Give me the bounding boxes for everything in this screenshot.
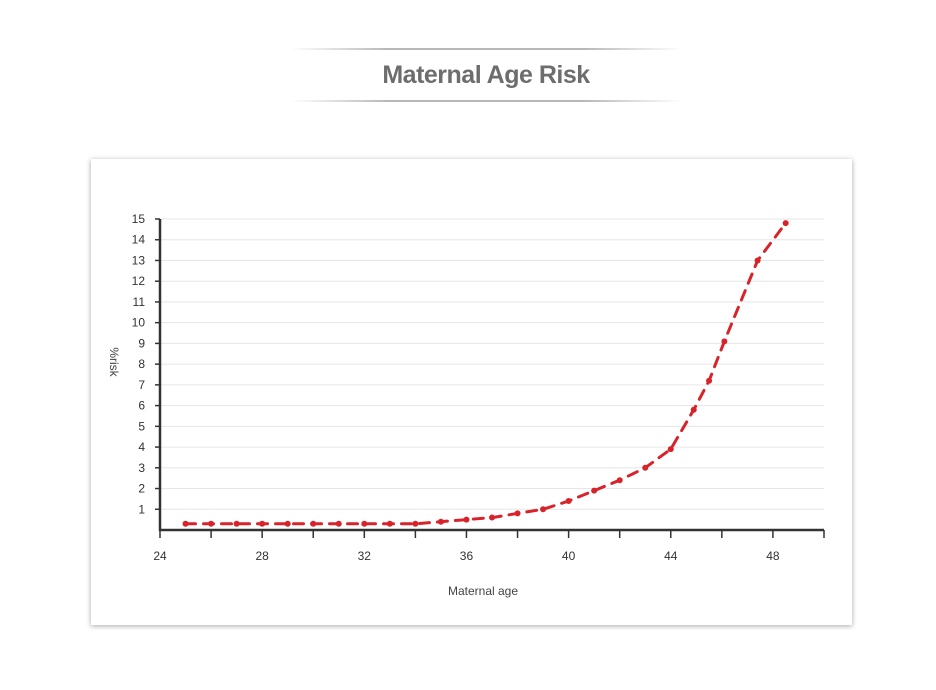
data-point-0-1 [208,520,215,527]
data-point-0-24 [782,220,789,227]
x-axis-ticks: 24 28 32 36 40 44 48 [153,530,825,563]
y-tick-label-4: 4 [138,440,145,454]
data-point-0-12 [489,514,495,521]
title-rule-top [290,48,682,50]
data-point-0-13 [514,510,521,517]
title-band: Maternal Age Risk [290,46,682,104]
x-tick-label-32: 32 [358,549,372,563]
data-point-0-14 [540,506,547,513]
data-point-0-23 [754,257,761,264]
y-tick-label-14: 14 [132,233,146,247]
y-tick-label-2: 2 [138,482,145,496]
data-point-0-17 [616,477,623,484]
axes [158,219,824,532]
data-point-0-21 [706,377,713,384]
data-point-0-22 [721,338,728,345]
x-tick-label-44: 44 [664,549,678,563]
data-point-0-6 [335,520,342,527]
data-point-0-8 [386,520,393,527]
data-point-0-20 [690,406,697,413]
y-tick-label-3: 3 [138,461,145,475]
data-point-0-5 [310,520,317,527]
data-point-0-7 [361,520,368,527]
series-group [182,220,789,527]
x-tick-label-40: 40 [562,549,576,563]
title-rule-bottom [290,100,682,102]
series-line-0 [184,221,788,526]
y-tick-label-1: 1 [138,502,145,516]
y-tick-label-11: 11 [133,295,146,309]
y-tick-label-15: 15 [132,212,146,226]
x-tick-label-48: 48 [766,549,780,563]
y-axis-label: %risk [107,347,121,377]
y-tick-label-6: 6 [138,399,145,413]
data-point-0-10 [437,518,444,525]
page-title: Maternal Age Risk [382,61,590,89]
chart-card [91,159,852,625]
y-tick-label-8: 8 [138,357,145,371]
data-point-0-18 [642,464,649,471]
data-point-0-9 [412,520,419,527]
gridlines [160,218,824,510]
data-point-0-4 [284,520,291,527]
data-point-0-11 [463,516,470,523]
data-point-0-19 [667,446,674,453]
x-tick-label-24: 24 [153,549,167,563]
y-tick-label-7: 7 [138,378,145,392]
data-point-0-3 [259,520,266,527]
y-tick-label-5: 5 [138,419,145,433]
x-axis-label: Maternal age [448,584,518,598]
data-point-0-2 [233,520,240,527]
y-tick-label-12: 12 [132,274,146,288]
x-tick-label-28: 28 [255,549,269,563]
y-tick-label-13: 13 [132,253,146,267]
data-point-0-0 [182,520,189,527]
data-point-0-16 [591,487,598,494]
y-tick-label-9: 9 [138,336,145,350]
x-tick-label-36: 36 [460,549,474,563]
data-point-0-15 [565,497,572,504]
y-tick-label-10: 10 [132,316,146,330]
